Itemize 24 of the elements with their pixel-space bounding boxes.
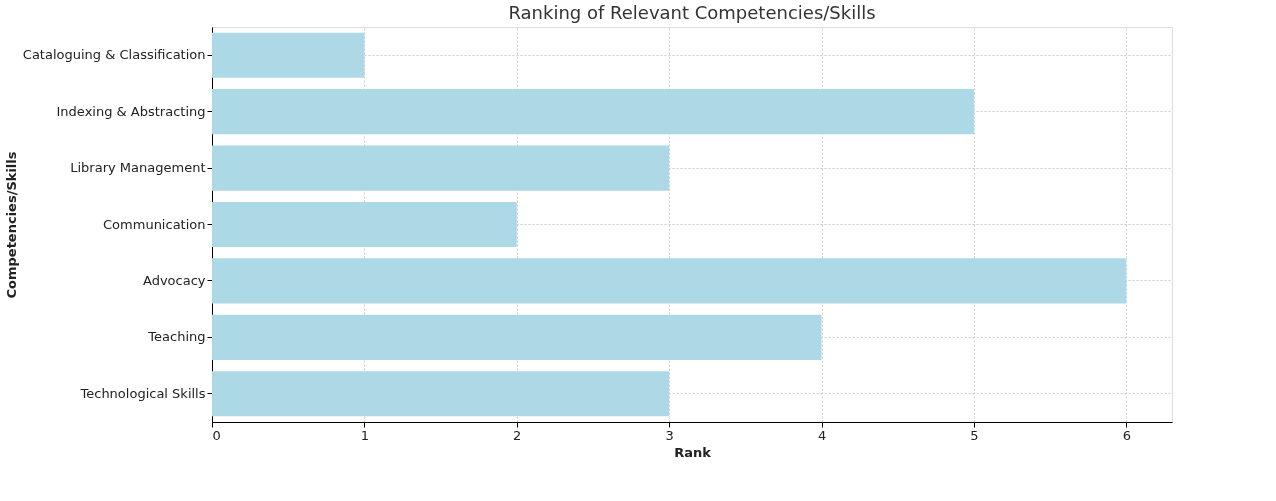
x-tick-label: 2 bbox=[513, 427, 522, 443]
bar bbox=[212, 314, 822, 360]
bar bbox=[212, 201, 517, 248]
x-tick-label: 6 bbox=[1122, 427, 1131, 443]
y-tick-label: Technological Skills bbox=[79, 385, 206, 401]
x-tick-label: 4 bbox=[817, 427, 827, 443]
y-tick-label: Library Management bbox=[70, 160, 206, 176]
y-tick-label: Indexing & Abstracting bbox=[56, 103, 206, 119]
y-tick-label: Cataloguing & Classification bbox=[22, 47, 206, 63]
bar bbox=[212, 145, 670, 191]
x-axis-title: Rank bbox=[674, 444, 712, 460]
bar bbox=[212, 258, 1127, 304]
x-tick-label: 1 bbox=[360, 427, 370, 443]
y-tick-label: Advocacy bbox=[142, 272, 206, 288]
bar bbox=[212, 89, 974, 135]
chart-title: Ranking of Relevant Competencies/Skills bbox=[508, 2, 876, 23]
x-tick-label: 0 bbox=[212, 427, 221, 443]
y-tick-label: Communication bbox=[103, 216, 206, 232]
x-tick-label: 3 bbox=[665, 427, 674, 443]
x-tick-label: 5 bbox=[970, 427, 979, 443]
bar bbox=[212, 371, 670, 417]
y-tick-label: Teaching bbox=[147, 329, 206, 345]
y-axis-title: Competencies/Skills bbox=[3, 151, 19, 299]
bar bbox=[212, 32, 365, 78]
